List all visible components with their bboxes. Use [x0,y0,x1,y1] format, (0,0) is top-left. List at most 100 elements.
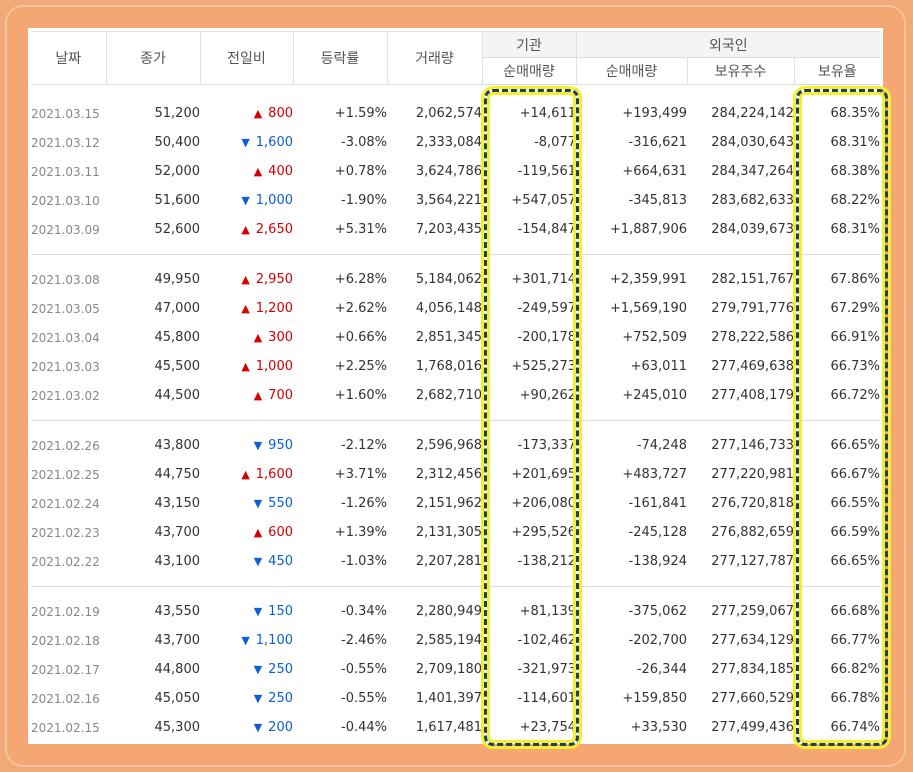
cell-frgn-ratio: 68.38% [830,164,881,179]
cell-change: ▼ 1,000 [200,186,293,215]
cell-frgn-ratio: 66.82% [830,662,881,677]
cell-close: 47,000 [154,301,201,316]
cell-frgn-ratio: 68.35% [830,106,881,121]
cell-frgn-ratio: 66.59% [830,525,881,540]
cell-rate: -0.44% [341,720,387,735]
cell-frgn-holdings: 284,030,643 [711,135,794,150]
cell-frgn-ratio: 66.68% [830,604,881,619]
row-spacer [31,255,880,266]
cell-frgn-net: +33,530 [630,720,687,735]
cell-rate: -0.34% [341,604,387,619]
cell-close: 51,600 [154,193,201,208]
cell-change: ▲ 800 [200,99,293,128]
cell-inst-net: +206,080 [511,496,576,511]
change-value: 400 [268,164,293,179]
change-value: 2,650 [255,222,293,237]
cell-date: 2021.03.15 [31,106,100,121]
triangle-down-icon: ▼ [253,497,263,510]
row-spacer [31,244,881,255]
cell-rate: +0.78% [334,164,387,179]
triangle-down-icon: ▼ [253,721,263,734]
table-row: 2021.03.03 45,500 ▲ 1,000 +2.25% 1,768,016 +52… [31,352,880,381]
cell-frgn-holdings: 277,499,436 [711,720,794,735]
cell-inst-net: -138,212 [517,554,576,569]
cell-volume: 2,851,345 [415,330,482,345]
table-row: 2021.02.17 44,800 ▼ 250 -0.55% 2,709,180 -321,… [31,655,880,684]
cell-rate: +2.25% [334,359,387,374]
table-row: 2021.02.22 43,100 ▼ 450 -1.03% 2,207,281 -138,… [31,547,880,576]
change-value: 1,600 [255,467,293,482]
cell-inst-net: -321,973 [517,662,576,677]
cell-volume: 4,056,148 [415,301,482,316]
cell-frgn-holdings: 284,039,673 [711,222,794,237]
cell-close: 44,800 [154,662,201,677]
cell-frgn-holdings: 277,660,529 [711,691,794,706]
cell-change: ▼ 1,100 [200,626,293,655]
triangle-up-icon: ▲ [241,223,250,236]
cell-close: 45,050 [154,691,201,706]
cell-date: 2021.03.10 [31,193,100,208]
cell-frgn-holdings: 276,882,659 [711,525,794,540]
cell-frgn-net: -138,924 [628,554,687,569]
cell-close: 50,400 [154,135,201,150]
triangle-down-icon: ▼ [241,634,250,647]
cell-volume: 3,624,786 [415,164,482,179]
cell-volume: 2,585,194 [415,633,482,648]
cell-rate: -1.03% [341,554,387,569]
cell-change: ▲ 600 [200,518,293,547]
cell-volume: 1,617,481 [415,720,482,735]
cell-inst-net: +547,057 [511,193,576,208]
cell-frgn-holdings: 277,408,179 [711,388,794,403]
cell-frgn-net: +1,887,906 [609,222,687,237]
cell-frgn-ratio: 67.29% [830,301,881,316]
table-row: 2021.03.10 51,600 ▼ 1,000 -1.90% 3,564,221 +54… [31,186,880,215]
change-value: 950 [268,438,293,453]
cell-change: ▼ 250 [200,684,293,713]
cell-rate: +1.60% [334,388,387,403]
cell-close: 43,150 [154,496,201,511]
cell-frgn-net: -316,621 [628,135,687,150]
cell-frgn-net: -375,062 [628,604,687,619]
row-spacer [31,421,880,432]
cell-frgn-holdings: 282,151,767 [711,272,794,287]
cell-frgn-holdings: 284,224,142 [711,106,794,121]
cell-change: ▼ 200 [200,713,293,742]
cell-close: 52,600 [154,222,201,237]
cell-rate: -1.90% [341,193,387,208]
cell-frgn-net: -161,841 [628,496,687,511]
change-value: 2,950 [255,272,293,287]
triangle-down-icon: ▼ [241,194,250,207]
triangle-down-icon: ▼ [253,663,263,676]
cell-date: 2021.03.05 [31,301,100,316]
triangle-down-icon: ▼ [241,136,250,149]
cell-close: 43,800 [154,438,201,453]
cell-volume: 2,312,456 [415,467,482,482]
header-date: 날짜 [31,31,107,85]
cell-frgn-ratio: 66.72% [830,388,881,403]
cell-rate: +2.62% [334,301,387,316]
cell-frgn-holdings: 277,834,185 [711,662,794,677]
cell-volume: 1,401,397 [415,691,482,706]
cell-change: ▲ 2,950 [200,265,293,294]
change-value: 1,200 [255,301,293,316]
triangle-up-icon: ▲ [241,273,250,286]
cell-frgn-ratio: 68.22% [830,193,881,208]
cell-volume: 2,131,305 [415,525,482,540]
cell-close: 43,700 [154,525,201,540]
cell-date: 2021.03.02 [31,388,100,403]
cell-inst-net: +201,695 [511,467,576,482]
table-row: 2021.02.23 43,700 ▲ 600 +1.39% 2,131,305 +295,… [31,518,880,547]
cell-inst-net: -200,178 [517,330,576,345]
cell-frgn-net: +193,499 [622,106,687,121]
cell-rate: -3.08% [341,135,387,150]
cell-volume: 2,151,962 [415,496,482,511]
cell-frgn-ratio: 66.78% [830,691,881,706]
cell-close: 43,700 [154,633,201,648]
triangle-up-icon: ▲ [241,468,250,481]
cell-change: ▲ 1,600 [200,460,293,489]
cell-rate: +5.31% [334,222,387,237]
cell-frgn-holdings: 277,146,733 [711,438,794,453]
cell-frgn-net: -74,248 [636,438,687,453]
table-row: 2021.03.08 49,950 ▲ 2,950 +6.28% 5,184,062 +30… [31,265,880,294]
cell-frgn-net: +63,011 [630,359,687,374]
